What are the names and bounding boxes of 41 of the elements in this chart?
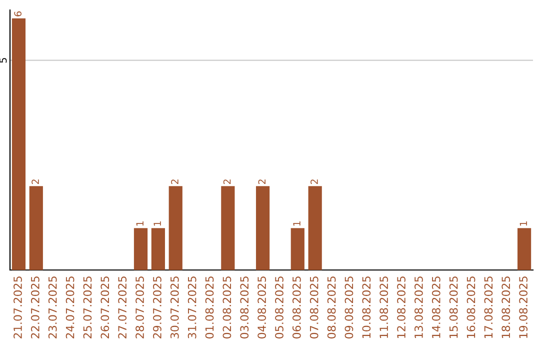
x-tick-label: 29.07.2025 (153, 276, 162, 338)
data-label: 2 (310, 180, 318, 184)
x-tick-label: 15.08.2025 (449, 276, 458, 338)
x-tick-label: 27.07.2025 (118, 276, 127, 338)
x-tick-label: 17.08.2025 (484, 276, 493, 338)
x-tick-label: 09.08.2025 (344, 276, 354, 338)
x-tick-label: 28.07.2025 (136, 276, 144, 338)
data-label: 1 (154, 221, 161, 226)
data-label: 2 (258, 180, 266, 184)
data-label: 6 (14, 11, 22, 16)
x-tick-label: 31.07.2025 (188, 276, 196, 338)
data-label: 2 (223, 180, 231, 184)
x-tick-label: 10.08.2025 (362, 276, 371, 338)
x-tick-label: 26.07.2025 (100, 276, 110, 338)
x-tick-label: 21.07.2025 (14, 276, 22, 338)
x-tick-label: 01.08.2025 (205, 276, 214, 338)
x-tick-label: 23.07.2025 (48, 276, 57, 338)
data-label: 1 (520, 221, 527, 226)
x-tick-label: 12.08.2025 (397, 276, 406, 338)
x-tick-label: 06.08.2025 (292, 276, 301, 338)
x-tick-label: 18.08.2025 (502, 276, 510, 338)
x-tick-label: 19.08.2025 (519, 276, 528, 338)
x-tick-label: 24.07.2025 (66, 276, 74, 338)
data-label: 1 (136, 221, 144, 226)
x-tick-label: 22.07.2025 (30, 276, 40, 338)
x-tick-label: 16.08.2025 (466, 276, 476, 338)
x-tick-label: 13.08.2025 (414, 276, 423, 338)
x-tick-label: 07.08.2025 (310, 276, 318, 338)
x-tick-label: 30.07.2025 (170, 276, 179, 338)
x-tick-label: 14.08.2025 (432, 276, 440, 338)
x-tick-label: 03.08.2025 (240, 276, 249, 338)
x-tick-label: 05.08.2025 (275, 276, 284, 338)
x-tick-label: 04.08.2025 (258, 276, 266, 338)
data-label: 2 (171, 180, 178, 184)
x-tick-label: 08.08.2025 (327, 276, 336, 338)
x-tick-label: 11.08.2025 (380, 276, 388, 338)
x-tick-label: 02.08.2025 (222, 276, 232, 338)
x-tick-label: 25.07.2025 (83, 276, 92, 338)
data-label: 1 (293, 221, 300, 226)
data-label: 2 (32, 180, 39, 184)
y-tick-label: 5 (0, 58, 7, 63)
